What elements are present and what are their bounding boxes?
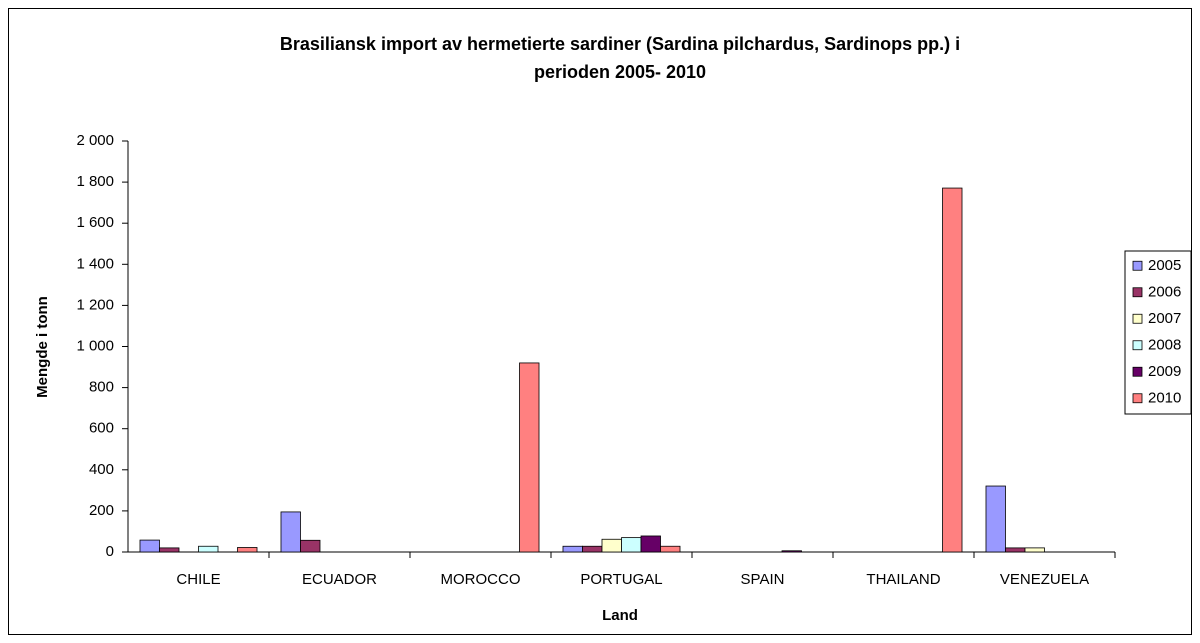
legend-swatch [1132, 287, 1143, 298]
bar [237, 547, 258, 553]
bar [562, 545, 583, 553]
y-axis-label: Mengde i tonn [34, 296, 51, 398]
legend-label: 2009 [1148, 363, 1181, 380]
chart-border [8, 8, 1192, 635]
y-tick-label: 600 [89, 420, 114, 437]
y-tick-label: 2 000 [76, 132, 114, 149]
x-tick-label: ECUADOR [302, 571, 377, 588]
legend-label: 2008 [1148, 337, 1181, 354]
y-tick-label: 1 400 [76, 255, 114, 272]
bar [139, 539, 160, 553]
bar [1005, 547, 1026, 553]
legend-swatch [1132, 313, 1143, 324]
chart-title: Brasiliansk import av hermetierte sardin… [280, 34, 960, 54]
legend-box [1124, 250, 1192, 415]
bar [582, 545, 603, 553]
bar [280, 511, 301, 553]
x-tick-label: SPAIN [741, 571, 785, 588]
x-axis-label: Land [602, 607, 638, 624]
bar [1024, 547, 1045, 553]
legend-label: 2005 [1148, 257, 1181, 274]
x-tick-label: MOROCCO [441, 571, 521, 588]
legend-label: 2010 [1148, 390, 1181, 407]
legend-label: 2007 [1148, 310, 1181, 327]
x-tick-label: THAILAND [866, 571, 940, 588]
bar [660, 545, 681, 553]
legend-swatch [1132, 340, 1143, 351]
x-tick-label: VENEZUELA [1000, 571, 1089, 588]
y-tick-label: 1 000 [76, 337, 114, 354]
bar [640, 535, 661, 553]
bar [942, 187, 963, 553]
legend-swatch [1132, 260, 1143, 271]
x-tick-label: PORTUGAL [580, 571, 662, 588]
y-tick-label: 800 [89, 379, 114, 396]
legend-swatch [1132, 393, 1143, 404]
y-tick-label: 400 [89, 461, 114, 478]
bar [300, 539, 321, 553]
bar [621, 537, 642, 553]
y-tick-label: 1 800 [76, 173, 114, 190]
bar [781, 550, 802, 553]
bar [601, 538, 622, 553]
y-tick-label: 0 [106, 543, 114, 560]
y-tick-label: 200 [89, 502, 114, 519]
bar [985, 485, 1006, 553]
legend-swatch [1132, 366, 1143, 377]
bar [198, 545, 219, 553]
chart-title: perioden 2005- 2010 [534, 62, 706, 82]
legend-label: 2006 [1148, 284, 1181, 301]
bar [159, 547, 180, 553]
y-tick-label: 1 600 [76, 214, 114, 231]
bar [519, 362, 540, 553]
x-tick-label: CHILE [176, 571, 220, 588]
y-tick-label: 1 200 [76, 296, 114, 313]
